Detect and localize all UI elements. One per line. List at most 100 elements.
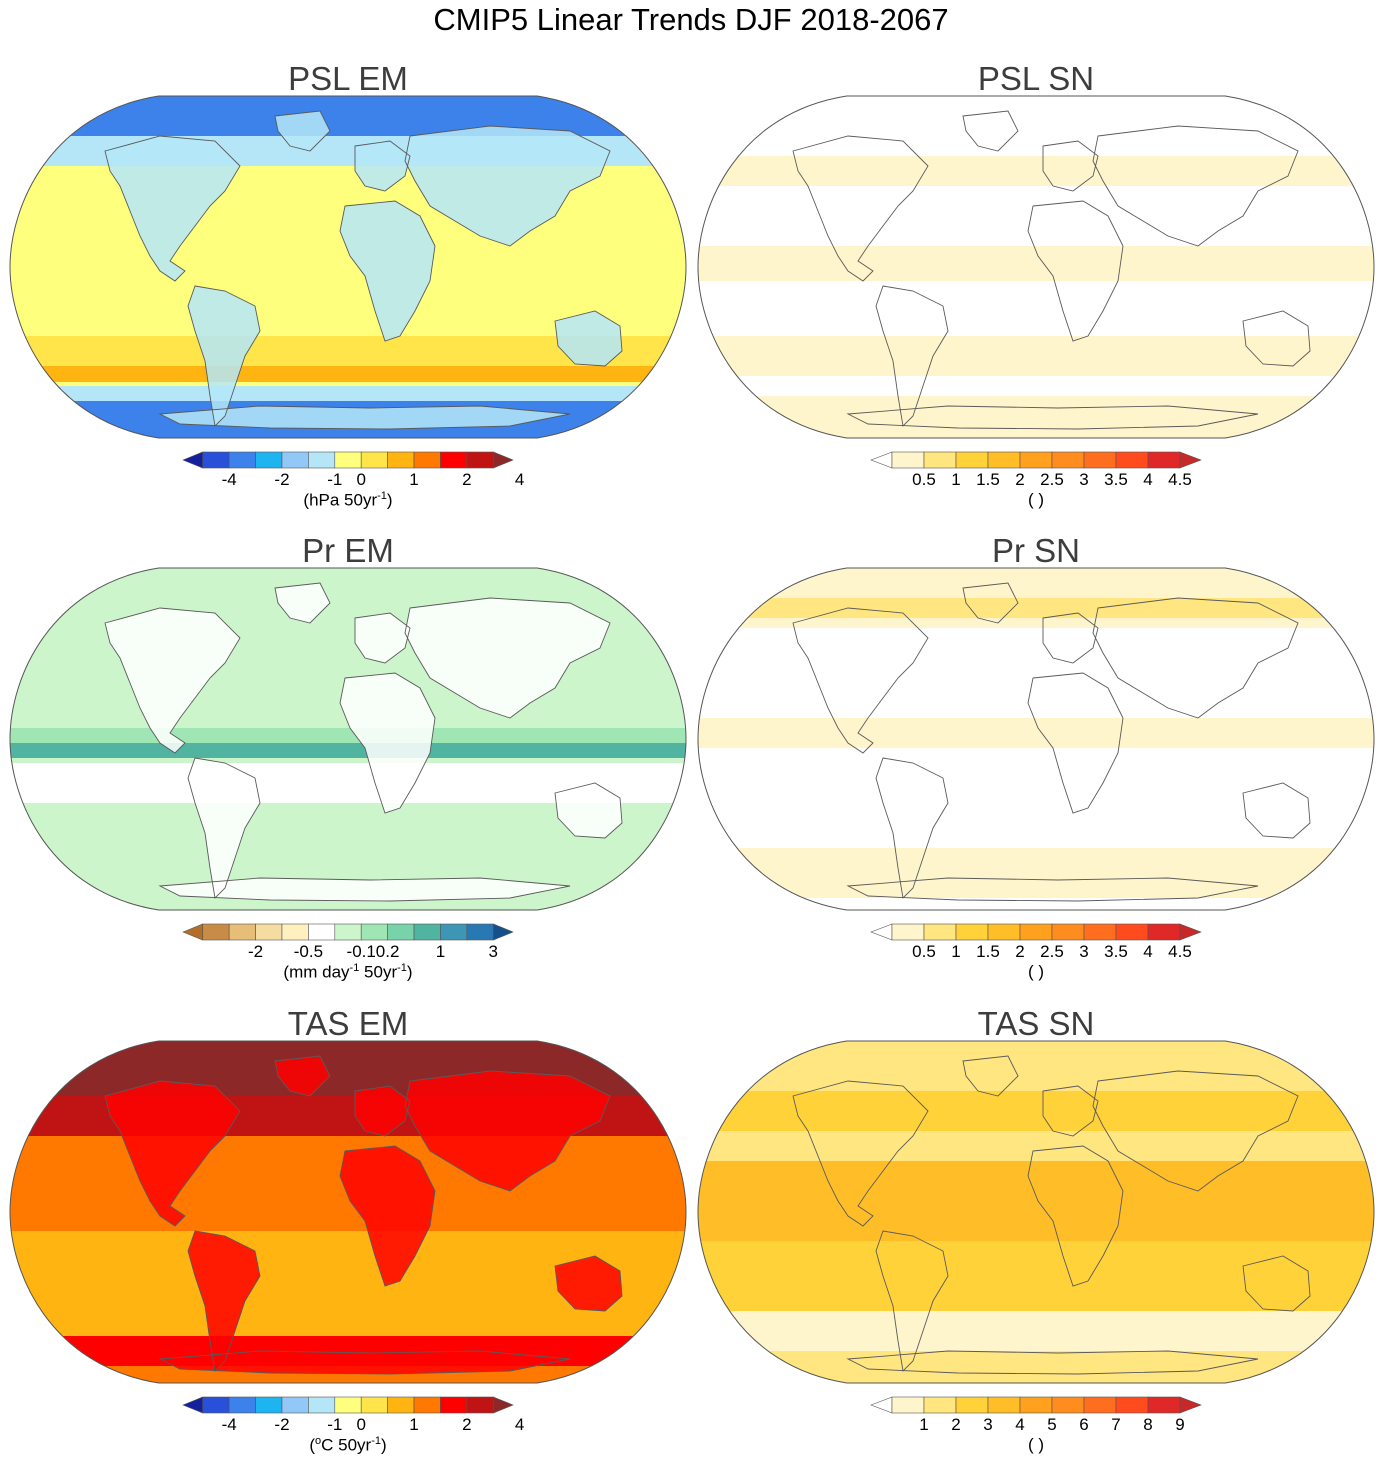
colorbar-low-arrow — [182, 923, 204, 941]
colorbar-high-arrow — [492, 451, 514, 469]
colorbar-low-arrow — [182, 1396, 204, 1414]
field-band — [698, 1311, 1374, 1351]
panel-psl-sn: PSL SN 0.5 1 1.5 2 2.5 3 3.5 4 4.5 ( ) — [696, 60, 1376, 530]
colorbar-tick-label: 2 — [1015, 470, 1025, 489]
colorbar-tick-label: 4 — [1015, 1415, 1025, 1434]
coastline — [354, 140, 411, 192]
coastline — [274, 1055, 331, 1097]
colorbar-box — [440, 923, 468, 941]
colorbar-tick-label: 4 — [514, 1415, 525, 1434]
colorbar-box — [360, 451, 388, 469]
colorbar-high-arrow — [1179, 1396, 1202, 1414]
map-outline — [9, 95, 687, 439]
colorbar-tick-label: 2 — [1015, 942, 1025, 961]
colorbar-box — [413, 451, 441, 469]
coastline — [404, 125, 611, 247]
panel-title: PSL SN — [977, 60, 1095, 97]
colorbar-high-arrow — [1179, 923, 1202, 941]
colorbar-tick-label: -4 — [221, 1415, 237, 1434]
colorbar — [182, 451, 514, 469]
coastline — [104, 607, 241, 754]
colorbar-box — [1083, 1396, 1117, 1414]
colorbar-box — [1115, 451, 1149, 469]
coastline — [158, 1350, 571, 1375]
land-field — [160, 1351, 570, 1374]
colorbar-tick-label: 1 — [409, 1415, 419, 1434]
colorbar-box — [440, 1396, 468, 1414]
colorbar-units: (hPa 50yr-1) — [303, 490, 393, 510]
colorbar-tick-label: 3 — [1079, 470, 1089, 489]
land-field — [340, 201, 435, 341]
field-band — [698, 848, 1374, 898]
colorbar-box — [202, 923, 230, 941]
colorbar-tick-label: 2.5 — [1040, 942, 1064, 961]
coastline — [274, 582, 331, 624]
coastline — [875, 285, 949, 427]
map-field — [10, 568, 686, 910]
land-field — [355, 613, 410, 663]
colorbar-box — [413, 1396, 441, 1414]
map-svg — [9, 95, 687, 469]
colorbar-box — [440, 451, 468, 469]
land-field — [405, 1071, 610, 1191]
coastline — [158, 405, 571, 430]
colorbar-box — [1051, 923, 1085, 941]
field-band — [10, 366, 686, 382]
colorbar-tick-label: 2 — [462, 470, 472, 489]
colorbar-low-arrow — [182, 451, 204, 469]
land-field — [160, 878, 570, 901]
colorbar — [870, 451, 1202, 469]
colorbar-tick-label: 4.5 — [1168, 942, 1192, 961]
colorbar-tick-label: 3 — [1079, 942, 1089, 961]
coastline — [1042, 140, 1099, 192]
coastline — [339, 672, 436, 814]
map-field — [10, 1041, 686, 1383]
colorbar-tick-label: 0.2 — [375, 942, 400, 961]
field-band — [698, 1091, 1374, 1131]
field-band — [698, 396, 1374, 438]
colorbar — [870, 923, 1202, 941]
coastline — [792, 1080, 929, 1227]
land-field — [188, 286, 260, 426]
map-outline — [9, 567, 687, 911]
field-band — [10, 743, 686, 758]
coastline — [1242, 1255, 1311, 1312]
colorbar-units: (mm day-1 50yr-1) — [283, 962, 413, 982]
colorbar-box — [334, 451, 362, 469]
field-band — [698, 1161, 1374, 1241]
panel-title: TAS SN — [977, 1005, 1095, 1042]
field-band — [698, 1241, 1374, 1311]
colorbar-box — [987, 923, 1021, 941]
colorbar-box — [387, 451, 415, 469]
coastline — [875, 1230, 949, 1372]
coastline — [354, 612, 411, 664]
colorbar-box — [1051, 1396, 1085, 1414]
colorbar-box — [413, 923, 441, 941]
colorbar-tick-label: 0.5 — [912, 470, 936, 489]
colorbar-box — [255, 923, 283, 941]
field-band — [10, 386, 686, 401]
land-field — [160, 406, 570, 429]
colorbar-box — [891, 451, 925, 469]
colorbar — [182, 1396, 514, 1414]
colorbar-box — [466, 451, 494, 469]
coastline — [339, 1145, 436, 1287]
land-field — [340, 1146, 435, 1286]
colorbar-tick-label: 3.5 — [1104, 942, 1128, 961]
colorbar-units: (oC 50yr-1) — [309, 1435, 387, 1455]
colorbar-box — [202, 1396, 230, 1414]
colorbar-box — [1019, 923, 1053, 941]
land-field — [105, 1081, 240, 1226]
colorbar — [182, 923, 514, 941]
panel-title: PSL EM — [288, 60, 408, 97]
colorbar-tick-label: 8 — [1143, 1415, 1153, 1434]
colorbar-tick-label: -0.5 — [293, 942, 324, 961]
colorbar-tick-label: 1 — [951, 942, 961, 961]
map-field — [10, 96, 686, 438]
field-band — [698, 336, 1374, 376]
field-band — [698, 1351, 1374, 1383]
colorbar-tick-label: 1.5 — [976, 470, 1000, 489]
colorbar-tick-label: 2 — [462, 1415, 472, 1434]
colorbar-box — [308, 1396, 336, 1414]
coastline — [158, 877, 571, 902]
